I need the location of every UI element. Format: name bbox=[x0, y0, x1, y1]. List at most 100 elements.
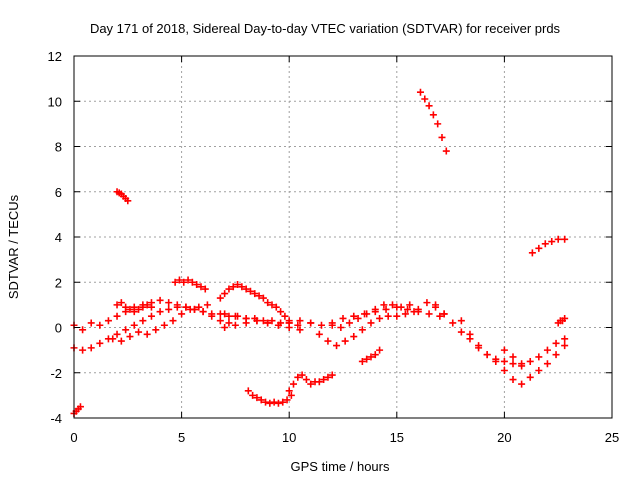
data-point bbox=[528, 249, 536, 257]
data-point bbox=[216, 317, 224, 325]
data-point bbox=[242, 319, 250, 327]
data-point bbox=[231, 321, 239, 329]
series-arc-10 bbox=[221, 317, 304, 334]
data-point bbox=[143, 330, 151, 338]
data-point bbox=[457, 328, 465, 336]
data-point bbox=[449, 319, 457, 327]
y-tick-labels: -4 -2 0 2 4 6 8 10 12 bbox=[48, 49, 62, 426]
data-point bbox=[139, 303, 147, 311]
data-point bbox=[401, 310, 409, 318]
series-arc-01 bbox=[70, 403, 84, 417]
series-arc-03 bbox=[70, 303, 233, 354]
data-point bbox=[440, 310, 448, 318]
data-point bbox=[216, 294, 224, 302]
data-point bbox=[526, 357, 534, 365]
chart-title: Day 171 of 2018, Sidereal Day-to-day VTE… bbox=[90, 21, 561, 36]
data-point bbox=[242, 285, 250, 293]
data-point bbox=[363, 310, 371, 318]
data-point bbox=[285, 324, 293, 331]
data-point bbox=[315, 378, 323, 386]
data-point bbox=[350, 312, 358, 320]
data-point bbox=[193, 281, 201, 289]
data-point bbox=[272, 303, 280, 311]
series-arc-11 bbox=[244, 387, 295, 407]
series-arc-18 bbox=[457, 317, 569, 388]
data-point bbox=[117, 337, 125, 345]
data-point bbox=[173, 303, 181, 311]
data-point bbox=[122, 326, 130, 334]
data-point bbox=[169, 317, 177, 325]
data-point bbox=[251, 290, 259, 298]
data-point bbox=[175, 276, 183, 284]
data-point bbox=[324, 337, 332, 345]
data-point bbox=[315, 330, 323, 338]
data-point bbox=[113, 312, 121, 320]
data-point bbox=[438, 133, 446, 141]
data-point bbox=[466, 330, 474, 338]
data-point bbox=[221, 290, 229, 298]
data-point bbox=[160, 321, 168, 329]
series-arc-21 bbox=[554, 314, 569, 327]
data-point bbox=[253, 317, 261, 325]
data-point bbox=[229, 283, 237, 291]
data-point bbox=[384, 312, 392, 320]
series-arc-05 bbox=[113, 188, 132, 205]
y-tick-label: 8 bbox=[55, 140, 62, 155]
data-point bbox=[492, 357, 500, 365]
y-tick-label: 10 bbox=[48, 94, 62, 109]
data-point bbox=[262, 398, 270, 406]
data-point bbox=[277, 308, 285, 316]
data-point bbox=[171, 278, 179, 286]
data-point bbox=[147, 303, 155, 311]
data-point bbox=[337, 324, 345, 331]
data-point bbox=[104, 317, 112, 325]
data-point bbox=[509, 376, 517, 384]
data-point bbox=[307, 380, 315, 388]
data-point bbox=[371, 305, 379, 313]
y-tick-label: 4 bbox=[55, 230, 62, 245]
data-point bbox=[109, 335, 117, 343]
data-point bbox=[225, 312, 233, 320]
data-point bbox=[406, 301, 414, 309]
data-point bbox=[526, 373, 534, 381]
data-point bbox=[126, 305, 134, 313]
data-point bbox=[130, 308, 138, 316]
data-point bbox=[509, 353, 517, 361]
data-point bbox=[475, 342, 483, 350]
data-point bbox=[274, 321, 282, 329]
data-point bbox=[281, 312, 289, 320]
data-point bbox=[180, 278, 188, 286]
data-point bbox=[561, 342, 569, 350]
data-point bbox=[255, 292, 263, 300]
data-point bbox=[259, 294, 267, 302]
data-point bbox=[376, 314, 384, 322]
data-point bbox=[518, 360, 526, 368]
data-point bbox=[509, 360, 517, 368]
data-point bbox=[554, 235, 562, 243]
x-tick-label: 25 bbox=[605, 430, 619, 445]
data-point bbox=[279, 398, 287, 406]
data-point bbox=[244, 387, 252, 395]
y-tick-label: 12 bbox=[48, 49, 62, 64]
data-point bbox=[423, 299, 431, 307]
series-arc-07 bbox=[171, 276, 209, 293]
data-point bbox=[117, 299, 125, 307]
data-point bbox=[96, 339, 104, 347]
data-point bbox=[382, 305, 390, 313]
data-point bbox=[87, 344, 95, 352]
data-point bbox=[124, 197, 132, 205]
data-point bbox=[270, 398, 278, 406]
data-point bbox=[535, 353, 543, 361]
data-point bbox=[434, 120, 442, 128]
x-tick-label: 20 bbox=[497, 430, 511, 445]
data-series bbox=[70, 88, 569, 417]
data-point bbox=[345, 319, 353, 327]
data-point bbox=[358, 357, 366, 365]
data-point bbox=[541, 240, 549, 248]
series-arc-17 bbox=[432, 301, 526, 370]
data-point bbox=[79, 326, 87, 334]
data-point bbox=[87, 319, 95, 327]
x-axis-label: GPS time / hours bbox=[291, 459, 390, 474]
data-point bbox=[358, 326, 366, 334]
